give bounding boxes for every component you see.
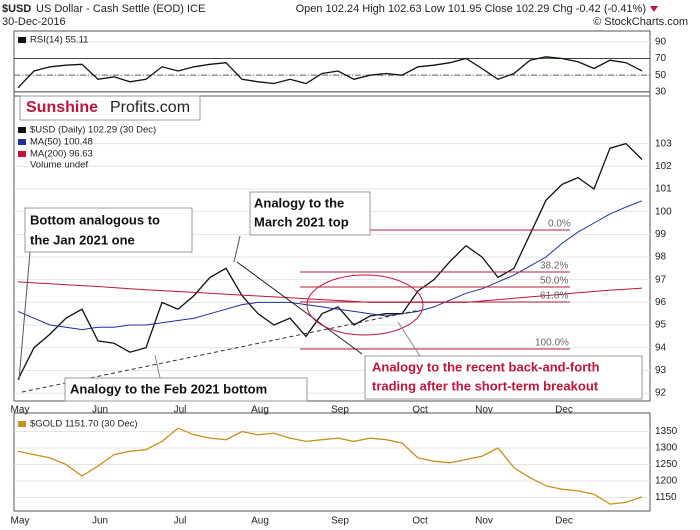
series-line xyxy=(17,56,643,89)
y-tick-label: 1150 xyxy=(655,492,677,503)
logo-part2: Profits.com xyxy=(110,99,190,116)
x-tick-label: Nov xyxy=(475,405,493,416)
trend-line xyxy=(236,261,363,355)
date: 30-Dec-2016 xyxy=(2,16,66,28)
annotation: Analogy to the recent back-and-forth xyxy=(372,359,600,374)
y-tick-label: 30 xyxy=(655,86,667,97)
legend-label: RSI(14) 55.11 xyxy=(30,35,88,46)
logo-box xyxy=(19,95,201,121)
x-tick-label: Jun xyxy=(92,516,108,527)
series-line xyxy=(17,200,643,331)
y-tick-label: 1350 xyxy=(655,426,678,437)
y-tick-label: 102 xyxy=(655,161,672,172)
annotation-box xyxy=(364,355,643,400)
y-tick-label: 99 xyxy=(655,229,667,240)
x-tick-label: Jun xyxy=(92,405,108,416)
legend-swatch xyxy=(18,139,26,145)
down-arrow xyxy=(650,6,658,12)
y-tick-label: 1250 xyxy=(655,459,678,470)
dashed-support xyxy=(21,309,421,393)
y-tick-label: 94 xyxy=(655,342,667,353)
x-tick-label: Sep xyxy=(331,405,349,416)
credit: © StockCharts.com xyxy=(593,16,688,28)
y-tick-label: 95 xyxy=(655,320,667,331)
y-tick-label: 98 xyxy=(655,252,667,263)
fib-label: 50.0% xyxy=(540,276,568,287)
legend-swatch xyxy=(18,127,26,133)
annotation: Bottom analogous to xyxy=(30,212,160,227)
legend: RSI(14) 55.11 $USD (Daily) 102.29 (30 Dec… xyxy=(18,35,156,430)
legend-swatch xyxy=(18,421,26,427)
legend-label: $GOLD 1151.70 (30 Dec) xyxy=(30,419,138,430)
annotation-box xyxy=(64,377,308,402)
legend-swatch xyxy=(18,37,26,43)
annotation-box xyxy=(249,191,371,236)
x-tick-label: May xyxy=(11,516,30,527)
legend-note: Volume undef xyxy=(30,160,88,171)
y-tick-label: 100 xyxy=(655,206,672,217)
pointer xyxy=(397,321,421,357)
x-tick-label: Sep xyxy=(331,516,349,527)
symbol: $USD xyxy=(2,3,31,15)
series-line xyxy=(17,281,643,303)
x-tick-label: Dec xyxy=(555,405,573,416)
pointer xyxy=(233,235,241,263)
y-tick-label: 50 xyxy=(655,70,667,81)
pointer xyxy=(18,251,31,381)
fib-label: 0.0% xyxy=(548,219,571,230)
x-tick-label: Aug xyxy=(251,516,269,527)
y-tick-label: 70 xyxy=(655,53,667,64)
rsi-frame xyxy=(13,30,651,97)
annotation: Analogy to the xyxy=(254,195,344,210)
legend-label: $USD (Daily) 102.29 (30 Dec) xyxy=(30,125,156,136)
legend-label: MA(200) 96.63 xyxy=(30,149,93,160)
fib-label: 61.8% xyxy=(540,291,568,302)
highlight-ellipse xyxy=(306,274,424,336)
gold-frame xyxy=(13,412,651,512)
x-tick-label: Oct xyxy=(412,405,428,416)
fib-label: 38.2% xyxy=(540,261,568,272)
series-line xyxy=(17,142,643,380)
annotation: trading after the short-term breakout xyxy=(372,378,599,393)
fib-lines xyxy=(295,229,570,350)
ohlc: Open 102.24 High 102.63 Low 101.95 Close… xyxy=(296,3,646,15)
y-tick-label: 93 xyxy=(655,365,667,376)
x-tick-label: May xyxy=(11,405,30,416)
y-tick-label: 97 xyxy=(655,274,667,285)
logo-part1: Sunshine xyxy=(26,99,98,116)
fib-label: 100.0% xyxy=(535,338,569,349)
y-tick-label: 1300 xyxy=(655,443,678,454)
y-tick-label: 101 xyxy=(655,184,672,195)
price-frame xyxy=(13,95,651,402)
legend-label: MA(50) 100.48 xyxy=(30,137,93,148)
x-tick-label: Oct xyxy=(412,516,428,527)
plot xyxy=(17,56,643,505)
y-tick-label: 92 xyxy=(655,388,667,399)
annotation: Analogy to the Feb 2021 bottom xyxy=(70,381,267,396)
y-tick-label: 90 xyxy=(655,36,667,47)
pointer xyxy=(154,354,161,379)
symbol-name: US Dollar - Cash Settle (EOD) ICE xyxy=(36,3,205,15)
y-tick-label: 1200 xyxy=(655,476,678,487)
y-tick-label: 103 xyxy=(655,138,672,149)
x-tick-label: Jul xyxy=(174,405,187,416)
annotation-box xyxy=(24,207,193,253)
x-tick-label: Dec xyxy=(555,516,573,527)
series-line xyxy=(17,427,643,505)
x-tick-label: Jul xyxy=(174,516,187,527)
x-tick-label: Nov xyxy=(475,516,493,527)
x-tick-label: Aug xyxy=(251,405,269,416)
annotation: March 2021 top xyxy=(254,214,349,229)
legend-swatch xyxy=(18,151,26,157)
annotation: the Jan 2021 one xyxy=(30,232,135,247)
y-tick-label: 96 xyxy=(655,297,667,308)
